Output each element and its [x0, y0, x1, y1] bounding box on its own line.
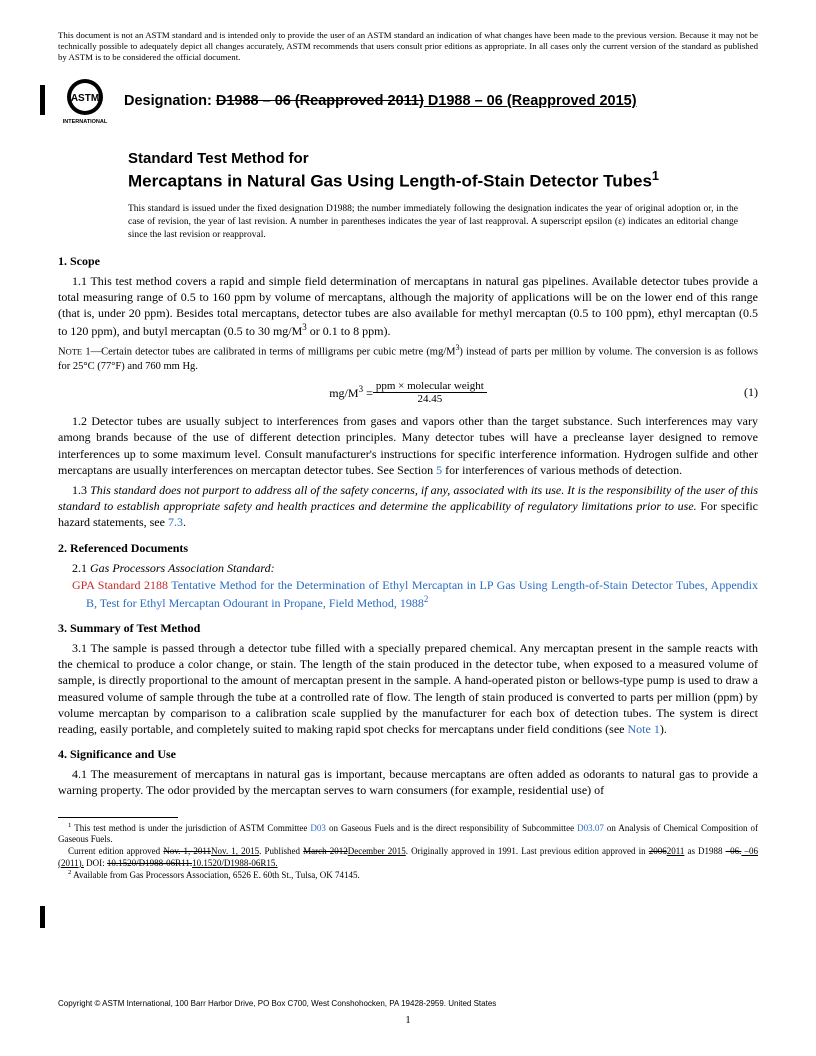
designation-new: D1988 – 06 (Reapproved 2015): [424, 93, 637, 109]
designation-old: D1988 – 06 (Reapproved 2011): [216, 93, 424, 109]
footnote-1-line2: Current edition approved Nov. 1, 2011Nov…: [58, 846, 758, 869]
issued-note: This standard is issued under the fixed …: [128, 203, 738, 241]
significance-4-1: 4.1 The measurement of mercaptans in nat…: [58, 766, 758, 798]
page-number: 1: [0, 1014, 816, 1026]
footnote-1: 1 This test method is under the jurisdic…: [58, 822, 758, 846]
scope-1-3: 1.3 This standard does not purport to ad…: [58, 482, 758, 531]
gpa-2188-link[interactable]: GPA Standard 2188: [72, 578, 168, 592]
summary-head: 3. Summary of Test Method: [58, 621, 758, 636]
footnote-rule: [58, 817, 178, 818]
note-1: NOTE 1—Certain detector tubes are calibr…: [58, 343, 758, 374]
top-disclaimer: This document is not an ASTM standard an…: [58, 30, 758, 63]
change-bar-icon: [40, 906, 45, 928]
astm-logo-icon: ASTM INTERNATIONAL: [58, 77, 112, 125]
equation-1: mg/M3 = ppm × molecular weight 24.45 (1): [58, 380, 758, 405]
title-main: Mercaptans in Natural Gas Using Length-o…: [128, 168, 758, 193]
section-7-3-link[interactable]: 7.3: [168, 515, 183, 529]
title-block: Standard Test Method for Mercaptans in N…: [128, 149, 758, 193]
equation-number: (1): [744, 385, 758, 400]
refdocs-head: 2. Referenced Documents: [58, 541, 758, 556]
designation-text: Designation: D1988 – 06 (Reapproved 2011…: [124, 93, 637, 109]
refdocs-2-1: 2.1 Gas Processors Association Standard:: [58, 560, 758, 576]
designation-label: Designation:: [124, 93, 216, 109]
logo-top-text: ASTM: [71, 93, 99, 104]
significance-head: 4. Significance and Use: [58, 747, 758, 762]
designation-row: ASTM INTERNATIONAL Designation: D1988 – …: [58, 77, 758, 125]
title-pre: Standard Test Method for: [128, 149, 758, 169]
footnote-2: 2 Available from Gas Processors Associat…: [58, 869, 758, 882]
scope-1-2: 1.2 Detector tubes are usually subject t…: [58, 413, 758, 478]
gpa-reference: GPA Standard 2188 Tentative Method for t…: [58, 577, 758, 611]
document-page: This document is not an ASTM standard an…: [0, 0, 816, 1056]
note-1-link[interactable]: Note 1: [628, 722, 660, 736]
summary-3-1: 3.1 The sample is passed through a detec…: [58, 640, 758, 737]
logo-bottom-text: INTERNATIONAL: [63, 119, 108, 125]
copyright-notice: Copyright © ASTM International, 100 Barr…: [58, 999, 496, 1008]
scope-1-1: 1.1 This test method covers a rapid and …: [58, 273, 758, 340]
scope-head: 1. Scope: [58, 254, 758, 269]
committee-d03-link[interactable]: D03: [310, 823, 326, 833]
change-bar-icon: [40, 85, 45, 115]
subcommittee-d0307-link[interactable]: D03.07: [577, 823, 604, 833]
